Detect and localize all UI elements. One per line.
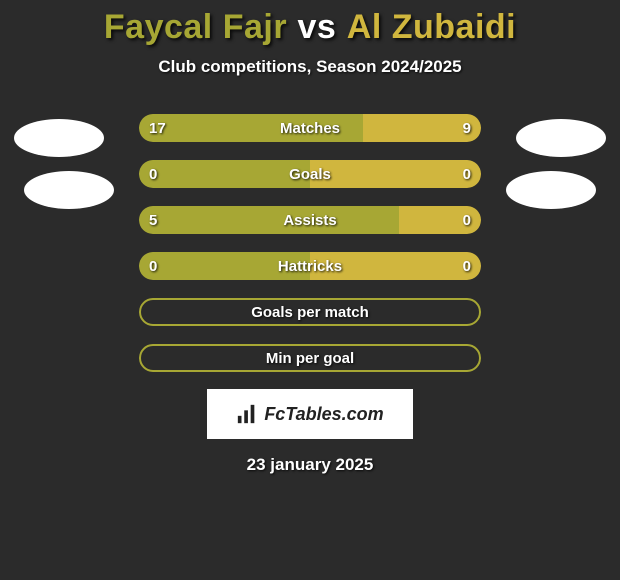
stat-row-goals: 0Goals0: [138, 159, 482, 189]
stat-label: Assists: [139, 206, 481, 234]
stat-label: Goals per match: [139, 298, 481, 326]
snapshot-date: 23 january 2025: [0, 455, 620, 475]
stat-label: Min per goal: [139, 344, 481, 372]
player1-avatar-placeholder: [14, 119, 104, 157]
fctables-logo: FcTables.com: [207, 389, 413, 439]
stat-value-right: 0: [463, 252, 471, 280]
player2-club-placeholder: [506, 171, 596, 209]
stat-row-assists: 5Assists0: [138, 205, 482, 235]
player1-club-placeholder: [24, 171, 114, 209]
stat-label: Goals: [139, 160, 481, 188]
comparison-chart: 17Matches90Goals05Assists00Hattricks0Goa…: [0, 113, 620, 373]
stat-label: Hattricks: [139, 252, 481, 280]
stat-rows: 17Matches90Goals05Assists00Hattricks0Goa…: [138, 113, 482, 373]
logo-text: FcTables.com: [264, 404, 383, 425]
stat-value-right: 0: [463, 160, 471, 188]
stat-value-right: 9: [463, 114, 471, 142]
vs-label: vs: [298, 8, 337, 46]
player2-avatar-placeholder: [516, 119, 606, 157]
bar-chart-icon: [236, 403, 258, 425]
stat-value-right: 0: [463, 206, 471, 234]
subtitle: Club competitions, Season 2024/2025: [0, 57, 620, 77]
comparison-title: Faycal Fajr vs Al Zubaidi: [0, 0, 620, 47]
stat-row-min-per-goal: Min per goal: [138, 343, 482, 373]
stat-row-matches: 17Matches9: [138, 113, 482, 143]
stat-label: Matches: [139, 114, 481, 142]
stat-row-hattricks: 0Hattricks0: [138, 251, 482, 281]
player2-name: Al Zubaidi: [347, 8, 516, 46]
player1-name: Faycal Fajr: [104, 8, 287, 46]
stat-row-goals-per-match: Goals per match: [138, 297, 482, 327]
